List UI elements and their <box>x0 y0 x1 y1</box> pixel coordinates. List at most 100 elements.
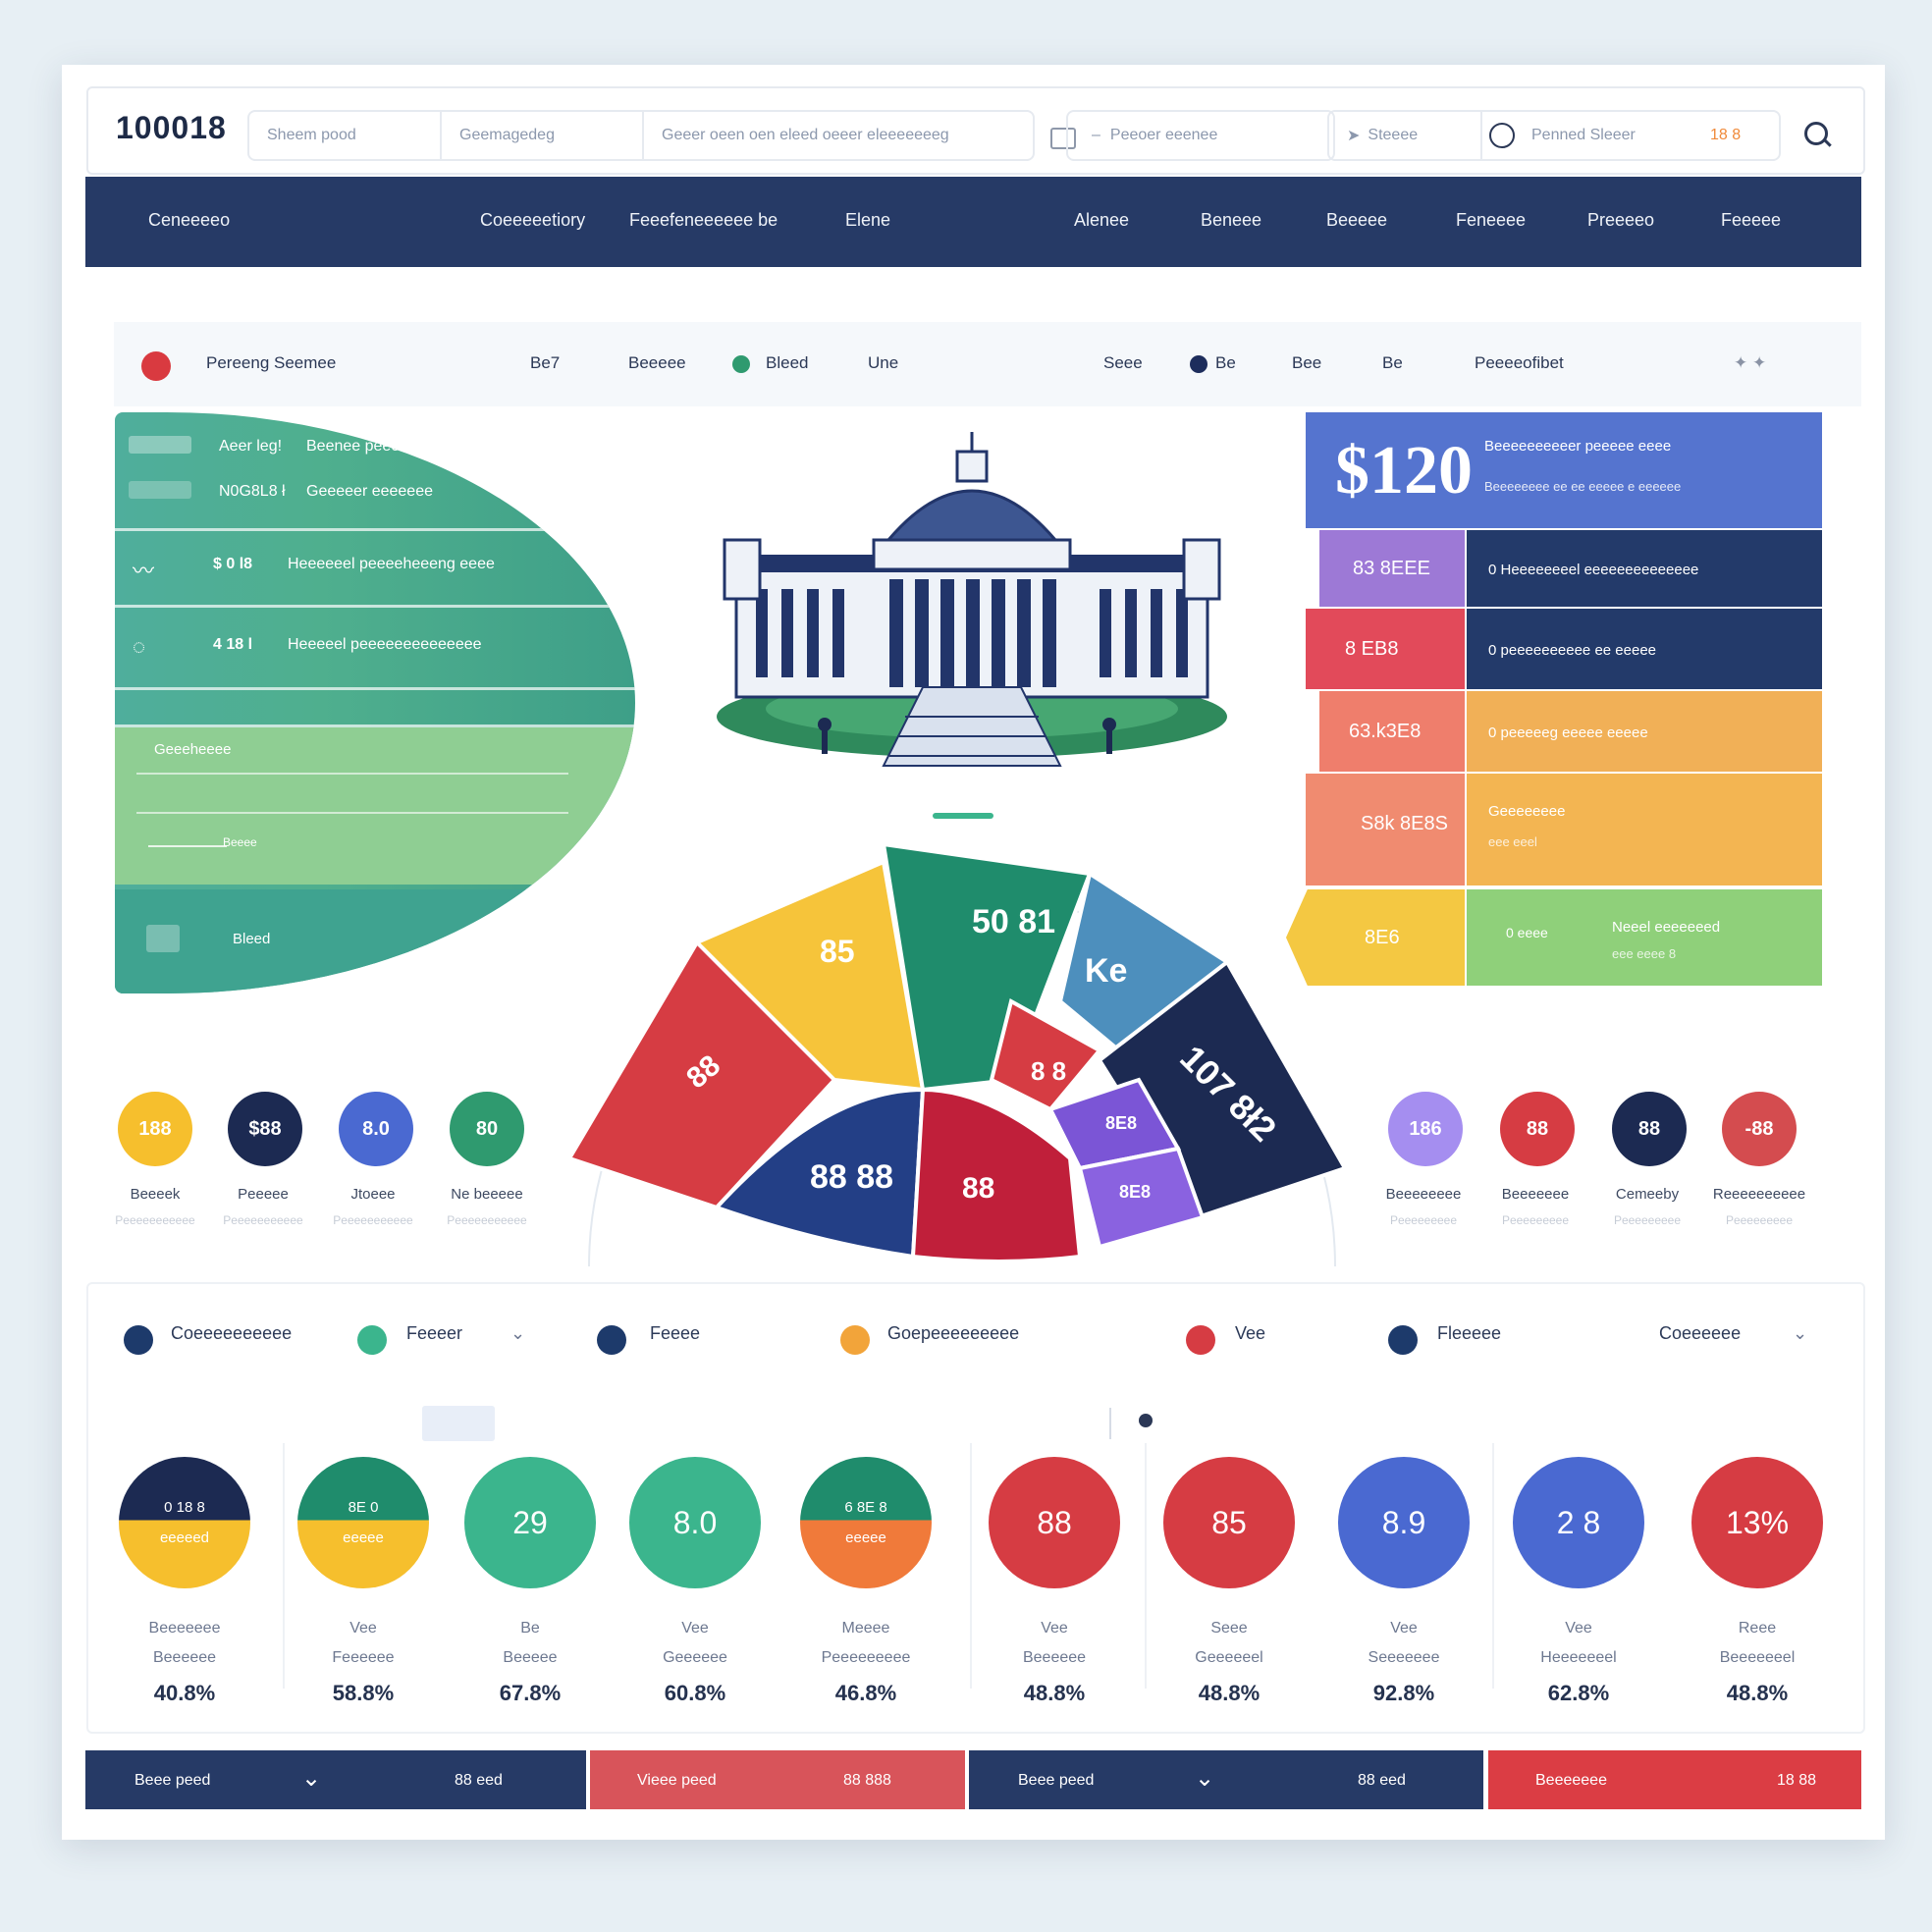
nav-item-8[interactable]: Feneeee <box>1456 210 1527 230</box>
user-icon[interactable] <box>1109 1408 1111 1439</box>
filter-10[interactable]: Peeeeofibet <box>1475 353 1564 372</box>
footer-block-1[interactable]: Beee peed ⌄ 88 eed <box>85 1750 586 1809</box>
metric-percent: 48.8% <box>1726 1681 1789 1705</box>
calendar-icon[interactable] <box>1050 128 1076 149</box>
filter-3[interactable]: Beeeee <box>628 353 686 372</box>
legend-item-6[interactable]: Fleeeee <box>1437 1323 1502 1343</box>
search-bar[interactable]: Sheem pood Geemagedeg Geeer oeen oen ele… <box>247 110 1035 161</box>
right-row-1-value: 83 8EEE <box>1319 530 1465 607</box>
search-segment-2[interactable]: Geemagedeg <box>442 112 644 159</box>
shape-icon: ◌ <box>133 634 146 659</box>
filter-9[interactable]: Be <box>1382 353 1403 372</box>
metric-sublabel: Seeeeeee <box>1368 1649 1440 1666</box>
kpi-right-4-sub: Peeeeeeeee <box>1725 1213 1794 1227</box>
chevron-down-icon[interactable]: ⌄ <box>510 1323 526 1343</box>
right-filter-seg-1[interactable]: ➤ Steeee <box>1329 112 1482 159</box>
left-stats-panel: Aeer leg! Beenee peeee N0G8L8 ł Geeeeer … <box>115 412 635 993</box>
metric-label: Vee <box>1041 1620 1068 1637</box>
settings-icon[interactable]: ✦ ✦ <box>1734 353 1767 372</box>
filter-6[interactable]: Seee <box>1103 353 1143 372</box>
filter-1[interactable]: Pereeng Seemee <box>206 353 337 372</box>
divider <box>970 1443 972 1689</box>
metric-circle-5: 6 8E 8 eeeee <box>800 1457 932 1588</box>
metric-percent: 92.8% <box>1372 1681 1435 1705</box>
circle-icon[interactable] <box>1482 123 1522 148</box>
legend-item-5[interactable]: Vee <box>1235 1323 1266 1343</box>
search-icon[interactable] <box>1804 122 1828 145</box>
navy-dot-icon <box>1190 355 1208 373</box>
chart-handle[interactable] <box>933 813 993 819</box>
filter-7[interactable]: Be <box>1215 353 1236 372</box>
kpi-left-1: 188 <box>118 1092 192 1166</box>
metric-sublabel: Beeeeee <box>152 1649 217 1666</box>
footer-block-2[interactable]: Vieee peed 88 888 <box>590 1750 965 1809</box>
chart-label-7: 8 8 <box>1031 1056 1066 1086</box>
right-row-2-text: 0 peeeeeeeeee ee eeeee <box>1467 609 1822 689</box>
grid-view-icon[interactable] <box>422 1406 495 1441</box>
metric-sublabel: Beeeee <box>503 1649 558 1666</box>
legend-dot-6 <box>1388 1325 1418 1355</box>
legend-item-4[interactable]: Goepeeeeeeeee <box>887 1323 1020 1343</box>
nav-item-2[interactable]: Coeeeeetiory <box>480 210 586 230</box>
nav-item-5[interactable]: Alenee <box>1074 210 1130 230</box>
right-row-1-text: 0 Heeeeeeeel eeeeeeeeeeeeee <box>1467 530 1822 607</box>
footer-block-4[interactable]: Beeeeeee 18 88 <box>1488 1750 1861 1809</box>
right-row-5-text: 0 eeee Neeel eeeeeeed eee eeee 8 <box>1467 889 1822 986</box>
kpi-right-4: -88 <box>1722 1092 1797 1166</box>
nav-item-1[interactable]: Ceneeeeo <box>148 210 231 230</box>
metric-label: Meeee <box>841 1620 890 1637</box>
metric-label: Vee <box>681 1620 709 1637</box>
divider <box>1145 1443 1147 1689</box>
metric-sublabel: Geeeeeel <box>1195 1649 1263 1666</box>
app-logo: 100018 <box>116 110 227 145</box>
metric-sublabel: Heeeeeeel <box>1540 1649 1617 1666</box>
kpi-right-3-sub: Peeeeeeeee <box>1613 1213 1682 1227</box>
left-row-1: Aeer leg! Beenee peeee N0G8L8 ł Geeeeer … <box>115 412 635 531</box>
left-footer: Bleed <box>115 889 635 993</box>
chart-label-6: 88 <box>962 1172 994 1205</box>
legend-item-3[interactable]: Feeee <box>650 1323 701 1343</box>
person-icon[interactable] <box>1139 1414 1153 1427</box>
kpi-left-3-sub: Peeeeeeeeeee <box>333 1213 413 1227</box>
cursor-icon: ➤ <box>1347 128 1361 144</box>
filter-5[interactable]: Une <box>868 353 899 372</box>
nav-item-9[interactable]: Preeeeo <box>1587 210 1655 230</box>
kpi-right-1-sub: Peeeeeeeee <box>1389 1213 1458 1227</box>
chart-label-9: 8E8 <box>1119 1182 1151 1202</box>
filter-input[interactable]: – Peeoer eeenee <box>1066 110 1335 161</box>
nav-item-6[interactable]: Beneee <box>1201 210 1262 230</box>
metric-percent: 48.8% <box>1198 1681 1261 1705</box>
kpi-right-2-sub: Peeeeeeeee <box>1501 1213 1570 1227</box>
kpi-left-3: 8.0 <box>339 1092 413 1166</box>
right-filter-seg-2[interactable]: Penned Sleeer <box>1531 127 1636 143</box>
metric-percent: 46.8% <box>834 1681 897 1705</box>
filter-8[interactable]: Bee <box>1292 353 1322 372</box>
right-row-5-value: 8E6 <box>1286 889 1465 986</box>
legend-item-1[interactable]: Coeeeeeeeeee <box>171 1323 293 1343</box>
legend-item-2[interactable]: Feeeer <box>406 1323 463 1343</box>
filter-2[interactable]: Be7 <box>530 353 561 372</box>
metric-label: Seee <box>1210 1620 1248 1637</box>
right-filter-box[interactable]: ➤ Steeee Penned Sleeer 18 8 <box>1327 110 1781 161</box>
search-segment-1[interactable]: Sheem pood <box>249 112 442 159</box>
metric-percent: 48.8% <box>1023 1681 1086 1705</box>
right-row-2-value: 8 EB8 <box>1306 609 1465 689</box>
metric-percent: 60.8% <box>664 1681 726 1705</box>
nav-item-3[interactable]: Feeefeneeeeee be <box>629 210 778 230</box>
nav-item-4[interactable]: Elene <box>845 210 891 230</box>
legend-dot-4 <box>840 1325 870 1355</box>
filter-4[interactable]: Bleed <box>766 353 809 372</box>
kpi-left-4-label: Ne beeeee <box>451 1186 523 1203</box>
chevron-down-icon[interactable]: ⌄ <box>1793 1323 1808 1343</box>
footer-block-3[interactable]: Beee peed ⌄ 88 eed <box>969 1750 1483 1809</box>
metric-label: Vee <box>349 1620 377 1637</box>
legend-dot-2 <box>357 1325 387 1355</box>
nav-item-7[interactable]: Beeeee <box>1326 210 1388 230</box>
legend-dropdown[interactable]: Coeeeeee <box>1659 1323 1742 1343</box>
semicircle-chart: 88 85 50 81 Ke 88 88 88 8 8 8E8 8E8 107 … <box>566 813 1348 1267</box>
search-segment-3[interactable]: Geeer oeen oen eleed oeeer eleeeeeeeg <box>662 127 949 143</box>
kpi-left-2: $88 <box>228 1092 302 1166</box>
metric-sublabel: Peeeeeeeee <box>821 1649 911 1666</box>
metric-circle-9: 2 8 <box>1513 1457 1644 1588</box>
nav-item-10[interactable]: Feeeee <box>1721 210 1782 230</box>
